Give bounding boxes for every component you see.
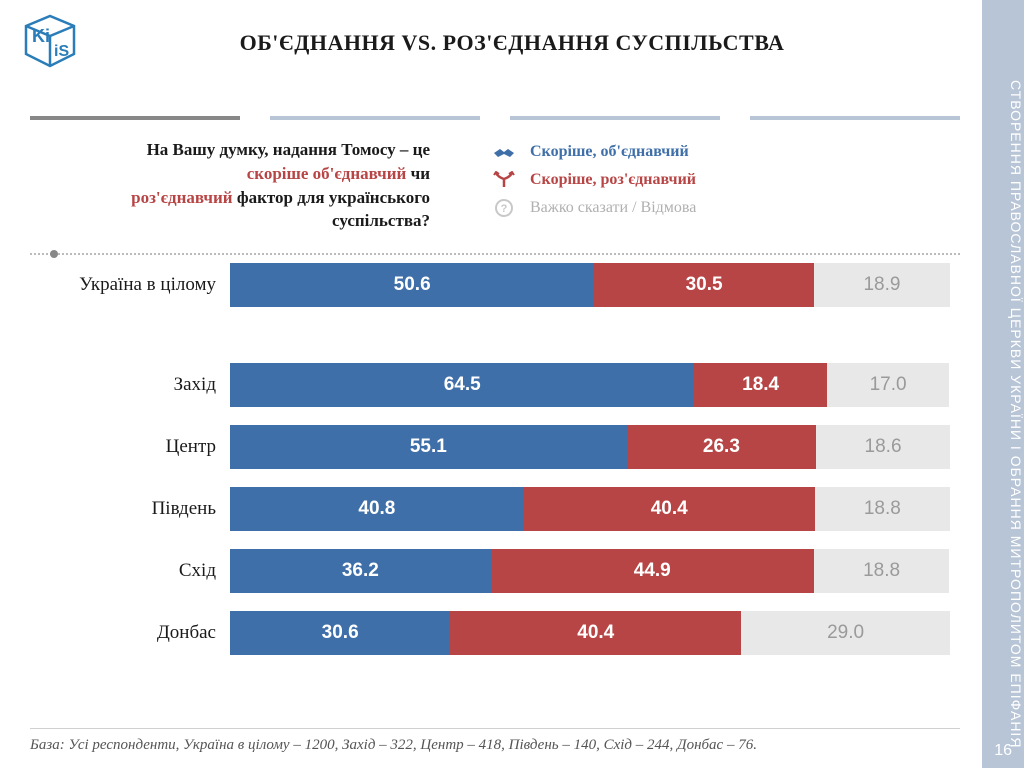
footnote: База: Усі респонденти, Україна в цілому …	[30, 728, 960, 754]
tabs-divider	[30, 116, 960, 120]
stacked-bar: 30.640.429.0	[230, 611, 950, 655]
row-label: Південь	[30, 498, 230, 520]
bar-segment: 26.3	[627, 425, 816, 469]
legend-item-unite: Скоріше, об'єднавчий	[490, 142, 696, 162]
svg-text:iS: iS	[54, 43, 69, 60]
chart-row: Донбас30.640.429.0	[30, 611, 970, 655]
legend: Скоріше, об'єднавчий Скоріше, роз'єднавч…	[490, 138, 696, 233]
bar-segment: 55.1	[230, 425, 627, 469]
stacked-bar: 36.244.918.8	[230, 549, 950, 593]
bar-segment: 17.0	[827, 363, 949, 407]
bar-segment: 18.8	[815, 487, 950, 531]
dots-divider	[30, 253, 960, 255]
bar-segment: 64.5	[230, 363, 694, 407]
stacked-bar: 64.518.417.0	[230, 363, 950, 407]
bar-segment: 18.8	[814, 549, 949, 593]
kiis-logo: Ki iS	[18, 12, 82, 75]
row-label: Захід	[30, 374, 230, 396]
bar-segment: 44.9	[491, 549, 814, 593]
legend-label: Важко сказати / Відмова	[530, 199, 696, 217]
bar-segment: 40.4	[450, 611, 741, 655]
row-label: Схід	[30, 560, 230, 582]
bar-segment: 18.9	[814, 263, 950, 307]
chart-row: Центр55.126.318.6	[30, 425, 970, 469]
page-title: ОБ'ЄДНАННЯ VS. РОЗ'ЄДНАННЯ СУСПІЛЬСТВА	[0, 0, 1024, 56]
row-label: Центр	[30, 436, 230, 458]
bar-segment: 18.4	[694, 363, 826, 407]
bar-segment: 36.2	[230, 549, 491, 593]
svg-text:Ki: Ki	[32, 26, 50, 46]
sidebar-title: СТВОРЕННЯ ПРАВОСЛАВНОЇ ЦЕРКВИ УКРАЇНИ І …	[982, 0, 1024, 748]
question-text: На Вашу думку, надання Томосу – це скорі…	[30, 138, 430, 233]
bar-segment: 30.6	[230, 611, 450, 655]
bar-segment: 40.8	[230, 487, 524, 531]
bar-segment: 18.6	[816, 425, 950, 469]
bar-segment: 40.4	[524, 487, 815, 531]
chart-row: Захід64.518.417.0	[30, 363, 970, 407]
svg-text:?: ?	[501, 203, 508, 215]
stacked-bar-chart: Україна в цілому50.630.518.9Захід64.518.…	[30, 263, 970, 655]
question-icon: ?	[490, 198, 518, 218]
bar-segment: 29.0	[741, 611, 950, 655]
stacked-bar: 40.840.418.8	[230, 487, 950, 531]
row-label: Донбас	[30, 622, 230, 644]
chart-row: Україна в цілому50.630.518.9	[30, 263, 970, 307]
split-icon	[490, 170, 518, 190]
bar-segment: 30.5	[594, 263, 814, 307]
content-area: На Вашу думку, надання Томосу – це скорі…	[30, 110, 970, 655]
legend-label: Скоріше, об'єднавчий	[530, 143, 689, 161]
sidebar: СТВОРЕННЯ ПРАВОСЛАВНОЇ ЦЕРКВИ УКРАЇНИ І …	[982, 0, 1024, 768]
chart-row: Схід36.244.918.8	[30, 549, 970, 593]
stacked-bar: 50.630.518.9	[230, 263, 950, 307]
bar-segment: 50.6	[230, 263, 594, 307]
legend-item-divide: Скоріше, роз'єднавчий	[490, 170, 696, 190]
handshake-icon	[490, 142, 518, 162]
legend-label: Скоріше, роз'єднавчий	[530, 171, 696, 189]
legend-item-dk: ? Важко сказати / Відмова	[490, 198, 696, 218]
row-label: Україна в цілому	[30, 274, 230, 296]
page-number: 16	[994, 742, 1012, 760]
stacked-bar: 55.126.318.6	[230, 425, 950, 469]
chart-row: Південь40.840.418.8	[30, 487, 970, 531]
header-row: На Вашу думку, надання Томосу – це скорі…	[30, 138, 970, 233]
